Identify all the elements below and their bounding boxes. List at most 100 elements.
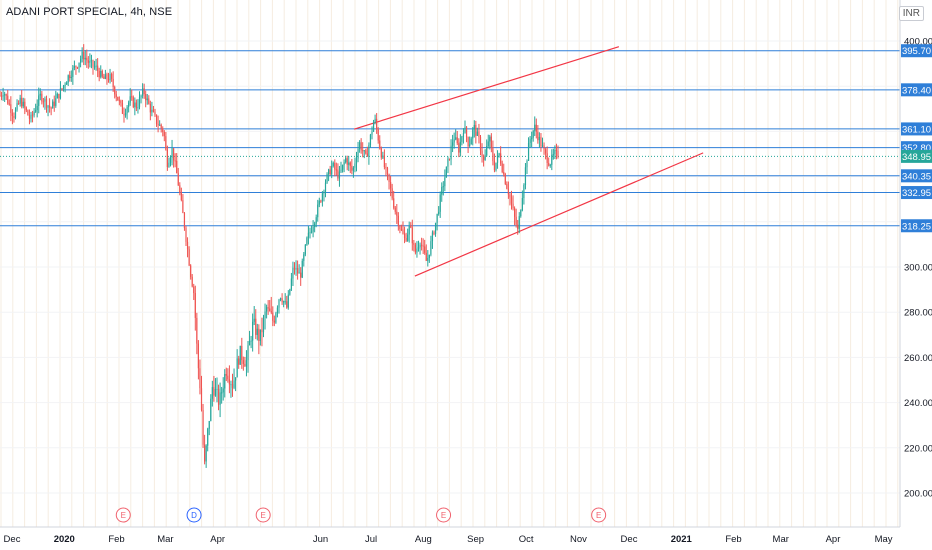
candle-body: [504, 174, 506, 185]
y-tick-label: 240.00: [904, 398, 932, 409]
candle-body: [534, 124, 536, 131]
event-marker-letter: D: [191, 511, 197, 520]
candle-body: [290, 278, 292, 290]
candle-body: [529, 139, 531, 143]
candle-body: [355, 158, 358, 164]
candle-body: [469, 144, 471, 147]
candle-body: [484, 155, 486, 160]
candle-body: [200, 388, 203, 410]
candle-body: [24, 101, 26, 108]
candle-body: [295, 267, 297, 270]
trendline[interactable]: [354, 46, 620, 130]
candle-body: [0, 95, 3, 97]
candle-body: [365, 150, 367, 154]
candle-body: [413, 243, 415, 245]
candle-body: [462, 133, 465, 137]
candle-body: [103, 76, 105, 79]
candle-body: [259, 329, 261, 342]
candle-body: [131, 96, 133, 98]
candle-body: [148, 98, 150, 104]
event-marker[interactable]: [186, 507, 202, 523]
level-price-label-box: [901, 219, 932, 233]
candle-body: [30, 114, 32, 119]
candle-body: [93, 66, 96, 68]
candle-body: [382, 155, 384, 158]
candle-body: [472, 129, 474, 139]
candle-body: [424, 246, 426, 253]
candle-body: [230, 384, 232, 386]
candle-body: [442, 186, 444, 188]
candle-body: [47, 105, 49, 108]
candle-body: [498, 153, 500, 156]
x-tick-label: Apr: [210, 534, 225, 545]
candle-body: [222, 388, 224, 393]
candle-body: [372, 122, 375, 132]
candle-body: [258, 328, 260, 342]
symbol-title[interactable]: ADANI PORT SPECIAL, 4h, NSE: [6, 6, 173, 18]
candle-body: [62, 85, 65, 89]
candle-body: [427, 257, 429, 261]
event-marker[interactable]: [255, 507, 271, 523]
x-tick-label: May: [875, 534, 893, 545]
candle-body: [289, 289, 291, 295]
candle-body: [33, 111, 35, 116]
candle-body: [166, 149, 168, 167]
level-price-label-box: [901, 169, 932, 183]
candle-body: [328, 169, 330, 175]
candle-body: [407, 234, 409, 241]
currency-badge[interactable]: INR: [898, 6, 924, 21]
candle-body: [320, 200, 322, 202]
candle-body: [459, 141, 461, 153]
candle-body: [162, 128, 164, 132]
candle-body: [193, 286, 195, 294]
candle-body: [273, 320, 275, 323]
candle-body: [0, 95, 1, 97]
candle-body: [345, 158, 347, 163]
horizontal-levels[interactable]: [0, 50, 900, 227]
event-marker[interactable]: [436, 507, 452, 523]
last-price-label: 348.95: [902, 152, 931, 163]
candle-body: [394, 207, 396, 212]
candle-body: [292, 267, 294, 279]
candle-body: [247, 345, 249, 361]
event-marker-letter: E: [261, 511, 266, 520]
candle-body: [314, 223, 316, 228]
event-marker[interactable]: [591, 507, 607, 523]
event-marker[interactable]: [115, 507, 131, 523]
candle-body: [393, 198, 395, 208]
candle-body: [217, 388, 220, 405]
candle-body: [281, 298, 283, 303]
candle-body: [191, 276, 193, 287]
candle-body: [70, 76, 72, 79]
candle-body: [304, 244, 306, 255]
candle-body: [38, 95, 40, 106]
x-tick-label: Dec: [4, 534, 21, 545]
trendline[interactable]: [414, 152, 704, 277]
candle-body: [255, 318, 257, 335]
x-tick-label: Jul: [365, 534, 377, 545]
candle-body: [524, 167, 527, 185]
candle-body: [95, 65, 97, 67]
candle-body: [349, 162, 351, 166]
level-price-label: 395.70: [902, 46, 931, 57]
candle-body: [199, 368, 201, 389]
candle-body: [90, 60, 93, 62]
candle-body: [527, 142, 530, 161]
candle-body: [250, 340, 252, 342]
candle-body: [306, 237, 308, 245]
candle-body: [276, 307, 279, 314]
candle-body: [256, 328, 258, 335]
candle-body: [326, 174, 328, 183]
candle-body: [464, 127, 466, 134]
x-tick-label: Sep: [467, 534, 484, 545]
level-price-label-box: [901, 83, 932, 97]
trendlines[interactable]: [354, 46, 704, 277]
candle-body: [473, 124, 475, 130]
level-price-label: 378.40: [902, 85, 931, 96]
candle-body: [219, 392, 221, 405]
candle-body: [301, 260, 303, 278]
candle-body: [11, 112, 13, 117]
candle-body: [284, 301, 286, 303]
